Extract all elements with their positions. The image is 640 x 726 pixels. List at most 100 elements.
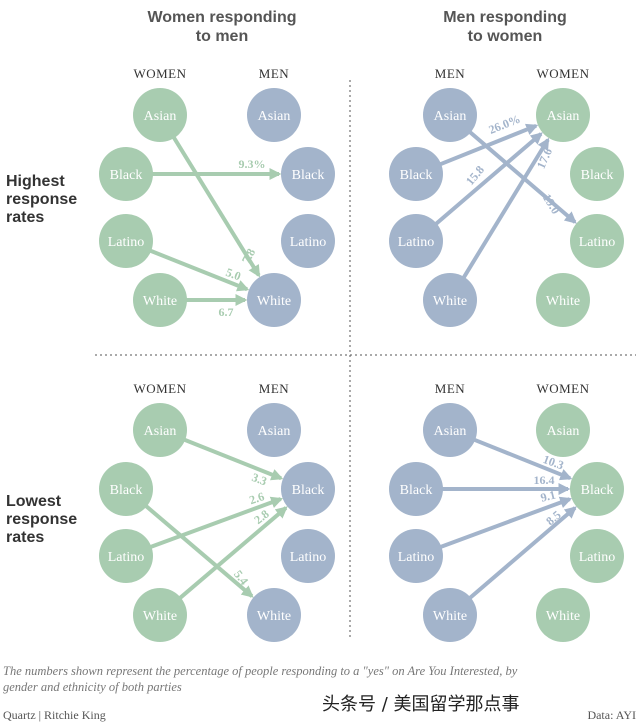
edge-value-bottom-left-latino: 2.6	[247, 489, 266, 507]
edge-top-right-black-to-asian	[438, 123, 539, 167]
node-label-top-left-women-black: Black	[110, 168, 143, 183]
credit: Quartz | Ritchie King	[3, 708, 106, 722]
node-bottom-right-women-white	[536, 588, 590, 642]
edge-value-top-left-white: 6.7	[219, 305, 234, 319]
edge-value-bottom-right-latino: 9.1	[539, 488, 557, 505]
node-bottom-left-women-asian	[133, 403, 187, 457]
node-bottom-left-men-white	[247, 588, 301, 642]
edge-top-left-latino-to-white	[148, 248, 250, 292]
node-top-right-women-asian	[536, 88, 590, 142]
node-top-right-women-latino	[570, 214, 624, 268]
node-top-left-women-asian	[133, 88, 187, 142]
node-bottom-left-men-black	[281, 462, 335, 516]
node-top-right-men-asian	[423, 88, 477, 142]
node-top-left-men-latino	[281, 214, 335, 268]
edge-bottom-right-latino-to-black	[438, 496, 573, 550]
col-label-men-tr: MEN	[435, 66, 466, 81]
node-label-bottom-right-men-asian: Asian	[434, 424, 467, 439]
edge-value-top-left-black: 9.3%	[239, 157, 266, 171]
col-label-women-br: WOMEN	[536, 381, 589, 396]
edge-top-left-asian-to-white	[171, 135, 261, 278]
header-women-responding: Women responding to men	[147, 9, 296, 45]
node-label-bottom-left-men-white: White	[257, 609, 291, 624]
node-label-top-right-men-asian: Asian	[434, 109, 467, 124]
col-label-men-bl: MEN	[259, 381, 290, 396]
node-bottom-right-men-latino	[389, 529, 443, 583]
edge-value-top-left-asian: 7.8	[239, 246, 258, 266]
node-top-left-women-white	[133, 273, 187, 327]
node-label-top-left-men-white: White	[257, 294, 291, 309]
node-label-bottom-left-women-white: White	[143, 609, 177, 624]
edge-bottom-right-white-to-black	[467, 506, 577, 601]
node-label-bottom-right-women-latino: Latino	[579, 550, 616, 565]
node-label-bottom-right-men-latino: Latino	[398, 550, 435, 565]
node-top-left-women-black	[99, 147, 153, 201]
node-label-bottom-left-men-latino: Latino	[290, 550, 327, 565]
node-label-bottom-left-women-latino: Latino	[108, 550, 145, 565]
node-label-top-right-women-latino: Latino	[579, 235, 616, 250]
node-label-top-right-women-black: Black	[581, 168, 614, 183]
node-bottom-left-men-latino	[281, 529, 335, 583]
row-label-lowest: Lowest response rates	[6, 493, 77, 546]
node-label-top-right-women-asian: Asian	[547, 109, 580, 124]
edge-value-bottom-left-black: 5.4	[231, 567, 251, 587]
node-label-top-left-women-latino: Latino	[108, 235, 145, 250]
node-label-bottom-left-women-asian: Asian	[144, 424, 177, 439]
edge-value-bottom-right-white: 8.5	[543, 508, 563, 528]
node-bottom-left-women-white	[133, 588, 187, 642]
node-bottom-right-women-black	[570, 462, 624, 516]
node-label-bottom-right-women-white: White	[546, 609, 580, 624]
node-bottom-right-men-white	[423, 588, 477, 642]
node-top-left-women-latino	[99, 214, 153, 268]
node-label-bottom-left-men-black: Black	[292, 483, 325, 498]
node-label-top-left-women-asian: Asian	[144, 109, 177, 124]
edge-top-right-white-to-asian	[461, 137, 550, 280]
edge-bottom-left-black-to-white	[143, 503, 254, 598]
node-bottom-right-men-asian	[423, 403, 477, 457]
watermark: 头条号 / 美国留学那点事	[322, 694, 520, 715]
node-top-right-men-latino	[389, 214, 443, 268]
edge-value-top-left-latino: 5.0	[224, 265, 243, 283]
node-top-right-men-white	[423, 273, 477, 327]
edge-value-bottom-right-asian: 10.3	[541, 452, 566, 472]
node-label-bottom-right-women-asian: Asian	[547, 424, 580, 439]
node-label-top-left-men-latino: Latino	[290, 235, 327, 250]
edge-bottom-left-white-to-black	[177, 506, 288, 601]
footnote: The numbers shown represent the percenta…	[3, 664, 518, 694]
node-top-left-men-white	[247, 273, 301, 327]
node-label-top-right-men-latino: Latino	[398, 235, 435, 250]
node-label-top-right-women-white: White	[546, 294, 580, 309]
edge-value-top-right-white: 17.6	[534, 146, 555, 171]
node-label-top-right-men-white: White	[433, 294, 467, 309]
edge-value-bottom-right-black: 16.4	[534, 473, 555, 487]
col-label-men-tl: MEN	[259, 66, 290, 81]
node-bottom-left-women-black	[99, 462, 153, 516]
col-label-women-tr: WOMEN	[536, 66, 589, 81]
node-top-right-men-black	[389, 147, 443, 201]
edge-bottom-right-asian-to-black	[472, 437, 573, 481]
node-label-bottom-left-men-asian: Asian	[258, 424, 291, 439]
row-label-highest: Highest response rates	[6, 173, 77, 226]
node-bottom-right-men-black	[389, 462, 443, 516]
node-label-bottom-right-women-black: Black	[581, 483, 614, 498]
col-label-men-br: MEN	[435, 381, 466, 396]
edge-bottom-left-asian-to-black	[182, 437, 284, 481]
node-label-top-left-women-white: White	[143, 294, 177, 309]
node-top-left-men-asian	[247, 88, 301, 142]
node-label-bottom-right-men-black: Black	[400, 483, 433, 498]
node-label-top-right-men-black: Black	[400, 168, 433, 183]
edge-value-bottom-left-asian: 3.3	[250, 470, 269, 488]
node-label-bottom-left-women-black: Black	[110, 483, 143, 498]
edge-bottom-left-latino-to-black	[148, 496, 284, 550]
node-label-top-left-men-asian: Asian	[258, 109, 291, 124]
node-bottom-right-women-asian	[536, 403, 590, 457]
header-men-responding: Men responding to women	[443, 9, 567, 45]
node-bottom-left-men-asian	[247, 403, 301, 457]
node-bottom-left-women-latino	[99, 529, 153, 583]
col-label-women-tl: WOMEN	[133, 66, 186, 81]
node-top-left-men-black	[281, 147, 335, 201]
edge-top-right-latino-to-asian	[433, 132, 543, 227]
node-label-bottom-right-men-white: White	[433, 609, 467, 624]
node-bottom-right-women-latino	[570, 529, 624, 583]
